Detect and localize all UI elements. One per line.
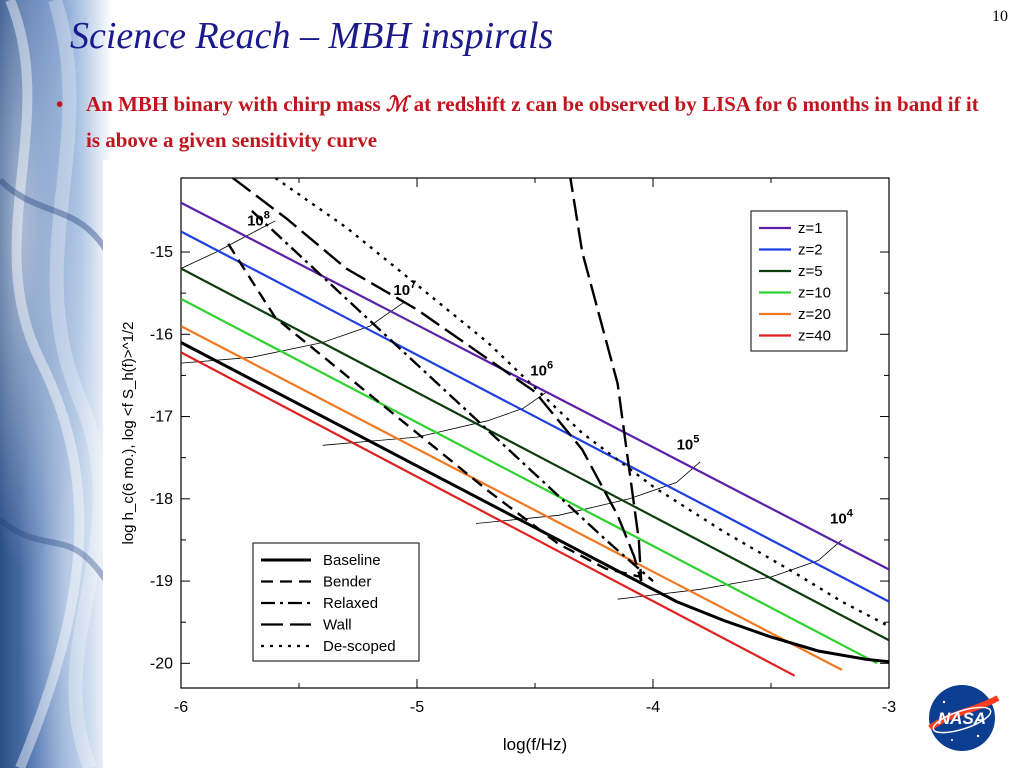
side-decoration: [0, 0, 112, 768]
y-tick-label: -17: [150, 409, 173, 426]
x-tick-label: -6: [174, 699, 188, 716]
series-line-z-5: [181, 267, 889, 642]
nasa-logo: NASA: [928, 685, 1000, 751]
sensitivity-chart: -6 -5 -4 -3 -15 -16 -17 -18 -19 -20 log(f/Hz) log h…: [103, 160, 905, 768]
sensitivity-curve-wall: [232, 178, 643, 582]
y-tick-label: -18: [150, 491, 173, 508]
series-line-z-2: [181, 230, 889, 603]
redshift-legend-box: [750, 210, 848, 352]
curve-legend-label: Relaxed: [323, 595, 378, 612]
bullet-text: An MBH binary with chirp mass ℳ at redsh…: [86, 86, 986, 158]
redshift-legend-label: z=2: [798, 242, 823, 259]
series-line-z-10: [181, 297, 878, 665]
bullet-text-part1: An MBH binary with chirp mass: [86, 92, 386, 116]
mass-contour-label: 106: [530, 359, 553, 379]
bullet-marker: •: [56, 92, 64, 116]
y-tick-label: -16: [150, 326, 173, 343]
mass-contour-line: [617, 539, 843, 600]
svg-text:NASA: NASA: [938, 709, 986, 728]
slide-title: Science Reach – MBH inspirals: [70, 15, 554, 57]
chirp-mass-symbol: ℳ: [385, 91, 409, 116]
redshift-legend-label: z=5: [798, 263, 823, 280]
sensitivity-curve-relaxed: [250, 210, 654, 583]
mass-contour-line: [181, 220, 276, 269]
redshift-legend-label: z=40: [798, 328, 831, 345]
series-line-z-20: [181, 325, 843, 671]
sensitivity-curve-bender: [227, 243, 642, 579]
chart-svg: -6 -5 -4 -3 -15 -16 -17 -18 -19 -20 log(f/Hz) log h…: [120, 177, 896, 754]
redshift-legend-label: z=20: [798, 306, 831, 323]
curve-legend-label: De-scoped: [323, 638, 396, 655]
mass-contour-line: [475, 461, 701, 524]
x-tick-label: -3: [882, 699, 896, 716]
curve-legend-label: Wall: [323, 617, 352, 634]
series-line-z-1: [181, 201, 889, 571]
side-swirl-art: [0, 0, 112, 768]
slide-number: 10: [992, 8, 1008, 25]
curve-legend-label: Bender: [323, 574, 371, 591]
sensitivity-curve-baseline: [181, 341, 889, 664]
series-line-z-40: [181, 351, 796, 677]
y-tick-label: -19: [150, 573, 173, 590]
y-tick-label: -20: [150, 655, 173, 672]
y-tick-label: -15: [150, 244, 173, 261]
x-axis-label: log(f/Hz): [503, 735, 567, 754]
bullet-text-part2: at redshift z can be observed by LISA fo…: [86, 92, 979, 152]
mass-contour-line: [322, 391, 548, 446]
mass-contour-label: 105: [677, 433, 700, 453]
y-axis-label: log h_c(6 mo.), log <f S_h(f)>^1/2: [120, 322, 137, 545]
redshift-legend-label: z=1: [798, 220, 823, 237]
mass-contour-label: 107: [393, 279, 416, 299]
x-tick-label: -5: [410, 699, 424, 716]
redshift-legend-label: z=10: [798, 285, 831, 302]
mass-contour-label: 104: [830, 507, 854, 527]
curve-legend-label: Baseline: [323, 552, 381, 569]
x-tick-label: -4: [646, 699, 660, 716]
